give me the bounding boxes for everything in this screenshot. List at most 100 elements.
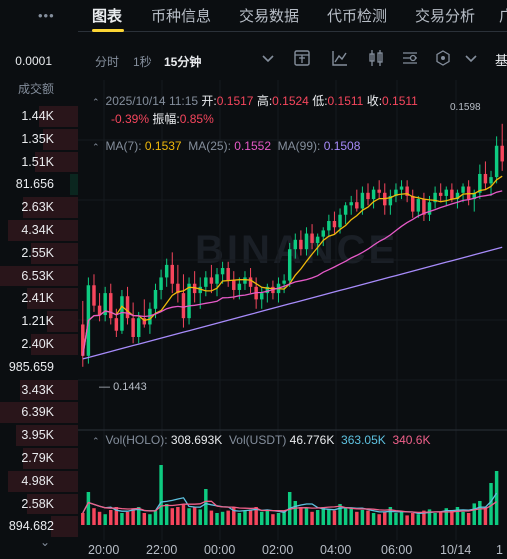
tab-coin-info[interactable]: 币种信息 (151, 8, 212, 25)
volume-bar (410, 513, 415, 525)
ma25-value: 0.1552 (234, 139, 271, 153)
candle-body (220, 268, 225, 275)
active-tab-indicator (92, 29, 124, 32)
trade-row: 4.98K (0, 470, 78, 493)
depth-bar (42, 128, 78, 150)
toolbar-more-label[interactable]: 基 (495, 53, 507, 68)
trade-list: 1.44K 1.35K 1.51K 81.656 2.63K 4.34K 2.55K 6.53… (0, 105, 78, 538)
volume-bar (215, 513, 219, 525)
candle-body (103, 293, 107, 316)
indicator-settings-icon[interactable] (292, 48, 312, 68)
chevron-down-icon[interactable]: ⌄ (40, 535, 51, 549)
collapse-chevron-icon[interactable]: ⌃ (92, 97, 100, 107)
volume-bar (355, 511, 359, 525)
ma25-label: MA(25): (188, 139, 231, 153)
vol-ma1-value: 363.05K (341, 433, 386, 447)
chevron-down-icon[interactable] (461, 48, 481, 68)
ma25-line (82, 190, 503, 356)
candle-body (204, 277, 208, 287)
price-high-marker: 0.1598 (450, 102, 481, 113)
volume-bar (120, 513, 124, 525)
volume-bar (153, 510, 158, 525)
candle-body (92, 285, 96, 306)
candle-body (327, 221, 331, 231)
depth-bar (35, 151, 78, 173)
timeframe-line[interactable]: 分时 (95, 55, 120, 69)
vol-usdt-label: Vol(USDT) (228, 433, 287, 447)
timeframe-1s[interactable]: 1秒 (133, 55, 152, 69)
chart-toolbar: 分时 1秒 15分钟 基 (78, 46, 507, 74)
trade-row: 985.659 (0, 356, 78, 379)
depth-settings-icon[interactable] (400, 48, 420, 68)
volume-bar (478, 501, 482, 525)
volume-bar (254, 507, 258, 525)
vol-value: 308.693K (170, 433, 223, 447)
volume-bar (103, 514, 107, 525)
hexagon-icon[interactable] (433, 48, 453, 68)
volume-bar (282, 511, 286, 525)
depth-bar (27, 288, 78, 310)
candle-body (388, 195, 393, 206)
volume-bar (170, 508, 175, 525)
volume-bar (399, 511, 404, 525)
volume-bar (226, 510, 230, 525)
candle-body (315, 236, 320, 243)
ma7-label: MA(7): (105, 139, 142, 153)
trade-amount: 2.40K (21, 336, 54, 351)
tab-trading-data[interactable]: 交易数据 (239, 8, 300, 25)
candlestick-icon[interactable] (366, 48, 386, 68)
candlestick-chart[interactable] (78, 80, 507, 540)
collapse-chevron-icon[interactable]: ⌃ (92, 436, 100, 446)
time-tick-label: 22:00 (146, 543, 178, 557)
volume-bar (198, 509, 202, 525)
tab-token-check[interactable]: 代币检测 (327, 8, 388, 25)
trade-row: 2.79K (0, 447, 78, 470)
volume-bar (366, 510, 370, 525)
candle-body (181, 293, 186, 319)
time-tick-label: 1 (496, 543, 503, 557)
candle-body (472, 192, 476, 200)
tab-chart[interactable]: 图表 (92, 8, 123, 25)
tab-more[interactable]: 广 (499, 8, 507, 25)
amplitude-value: 0.85% (179, 112, 214, 126)
trade-row: 2.41K (0, 287, 78, 310)
volume-bar (109, 510, 113, 525)
trade-row: 2.55K (0, 242, 78, 265)
candle-body (282, 280, 286, 284)
volume-bar (332, 510, 337, 525)
candle-body (97, 305, 102, 316)
candle-body (131, 318, 135, 337)
candle-body (198, 286, 202, 294)
line-chart-icon[interactable] (330, 48, 350, 68)
trade-amount: 1.35K (21, 131, 54, 146)
trade-row: 81.656 (0, 173, 78, 196)
timeframe-15m[interactable]: 15分钟 (164, 55, 202, 69)
candle-body (265, 286, 270, 294)
collapse-chevron-icon[interactable]: ⌃ (92, 142, 100, 152)
vol-ma2-value: 340.6K (392, 433, 431, 447)
chevron-down-icon[interactable] (258, 48, 278, 68)
time-tick-label: 10/14 (440, 543, 472, 557)
candle-body (232, 280, 236, 290)
trade-amount: 1.44K (21, 109, 54, 123)
price-step-select[interactable]: 0.0001 (15, 54, 52, 68)
depth-bar (46, 311, 78, 332)
trade-row: 1.44K (0, 105, 78, 128)
trade-row: 6.53K (0, 265, 78, 288)
candle-body (248, 277, 253, 287)
candle-body (215, 274, 219, 284)
volume-bar (388, 507, 393, 525)
volume-bar (483, 507, 488, 525)
volume-bar (237, 513, 242, 525)
volume-bar (343, 507, 348, 525)
depth-bar (15, 425, 78, 446)
candle-body (461, 186, 465, 193)
volume-bar (232, 507, 236, 525)
tab-bar: 图表 币种信息 交易数据 代币检测 交易分析 广 (78, 0, 507, 32)
volume-bar (327, 509, 331, 525)
more-options-icon[interactable]: ••• (38, 8, 55, 23)
volume-bar (455, 507, 460, 525)
trade-amount: 1.21K (21, 314, 54, 329)
price-low-marker: — 0.1443 (99, 381, 147, 393)
tab-trade-analysis[interactable]: 交易分析 (415, 8, 476, 25)
